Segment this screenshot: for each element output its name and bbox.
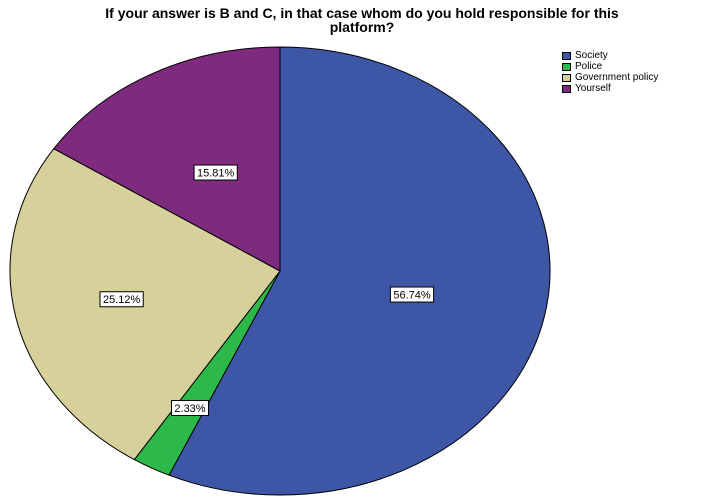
legend-item-government-policy: Government policy [562, 72, 658, 83]
data-label-police: 2.33% [172, 401, 209, 416]
legend-label-yourself: Yourself [575, 83, 611, 94]
legend-swatch-society [562, 52, 571, 60]
data-label-text: 56.74% [393, 290, 431, 302]
legend: Society Police Government policy Yoursel… [562, 50, 658, 94]
data-label-text: 15.81% [197, 168, 235, 180]
data-label-yourself: 15.81% [194, 165, 237, 180]
legend-item-society: Society [562, 50, 658, 61]
legend-label-police: Police [575, 61, 602, 72]
legend-item-yourself: Yourself [562, 83, 658, 94]
data-label-government-policy: 25.12% [100, 292, 143, 307]
legend-label-society: Society [575, 50, 608, 61]
legend-item-police: Police [562, 61, 658, 72]
legend-swatch-police [562, 63, 571, 71]
legend-label-government-policy: Government policy [575, 72, 658, 83]
legend-swatch-yourself [562, 85, 571, 93]
legend-swatch-government-policy [562, 74, 571, 82]
data-label-society: 56.74% [390, 287, 433, 302]
data-label-text: 2.33% [174, 403, 205, 415]
data-label-text: 25.12% [103, 294, 141, 306]
